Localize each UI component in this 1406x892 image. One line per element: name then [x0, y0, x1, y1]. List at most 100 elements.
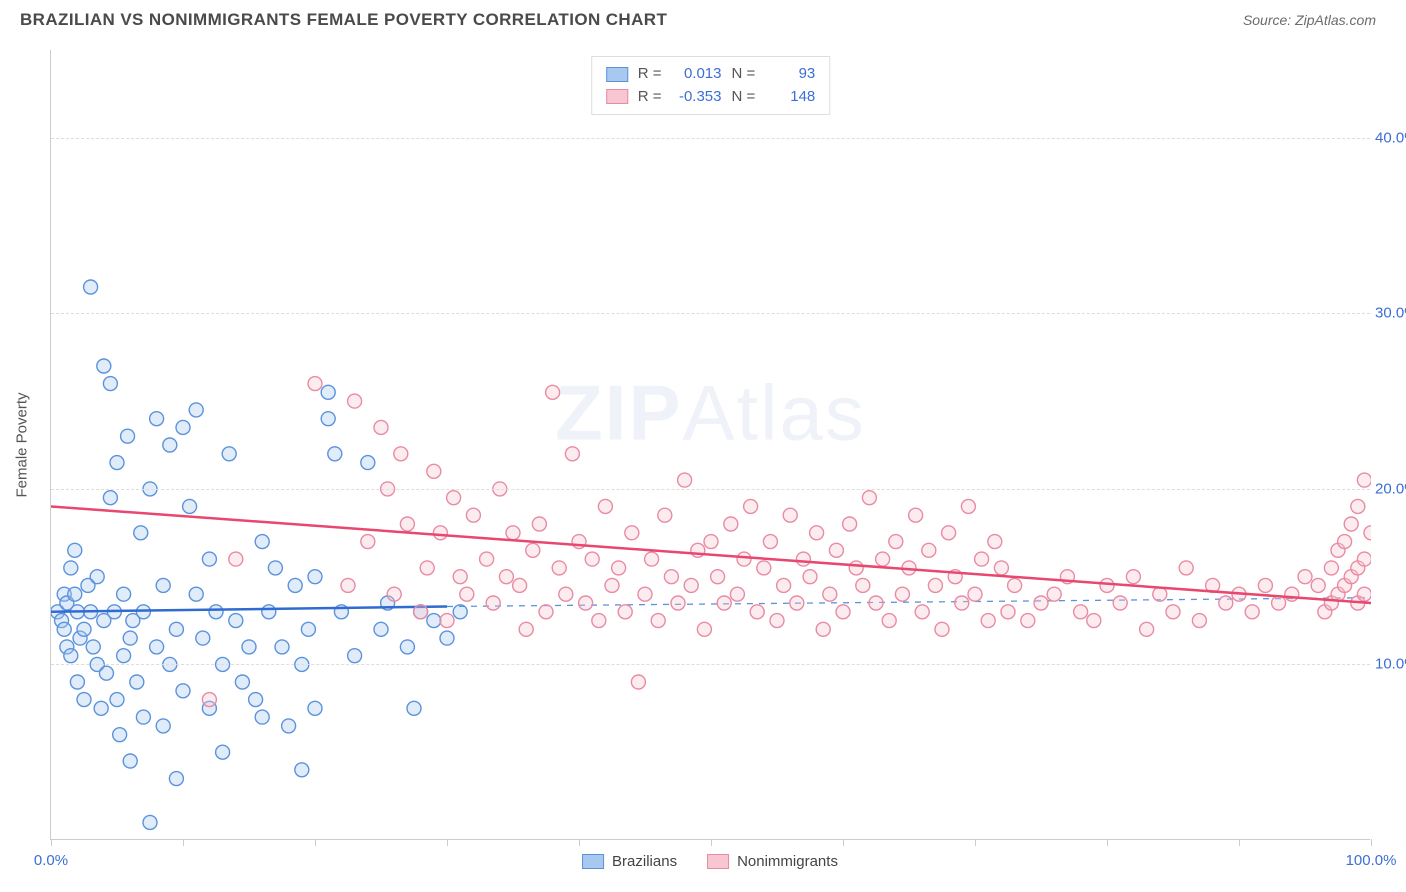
data-point — [196, 631, 210, 645]
data-point — [117, 649, 131, 663]
data-point — [99, 666, 113, 680]
data-point — [763, 535, 777, 549]
data-point — [546, 385, 560, 399]
data-point — [255, 710, 269, 724]
data-point — [440, 614, 454, 628]
data-point — [513, 578, 527, 592]
legend-row: R =-0.353N =148 — [606, 86, 816, 109]
n-value: 93 — [765, 63, 815, 86]
data-point — [150, 412, 164, 426]
data-point — [1364, 526, 1371, 540]
data-point — [645, 552, 659, 566]
legend-swatch — [606, 67, 628, 82]
data-point — [86, 640, 100, 654]
legend-swatch — [582, 854, 604, 869]
chart-area: Female Poverty ZIPAtlas R =0.013N =93R =… — [50, 50, 1370, 840]
data-point — [134, 526, 148, 540]
data-point — [1113, 596, 1127, 610]
data-point — [143, 815, 157, 829]
data-point — [447, 491, 461, 505]
data-point — [348, 649, 362, 663]
data-point — [97, 359, 111, 373]
data-point — [308, 570, 322, 584]
data-point — [869, 596, 883, 610]
data-point — [1357, 587, 1371, 601]
data-point — [638, 587, 652, 601]
legend-series: BraziliansNonimmigrants — [582, 853, 838, 870]
data-point — [625, 526, 639, 540]
data-point — [189, 587, 203, 601]
data-point — [176, 420, 190, 434]
data-point — [862, 491, 876, 505]
data-point — [440, 631, 454, 645]
data-point — [915, 605, 929, 619]
legend-swatch — [707, 854, 729, 869]
data-point — [803, 570, 817, 584]
data-point — [717, 596, 731, 610]
data-point — [216, 745, 230, 759]
data-point — [889, 535, 903, 549]
legend-label: Nonimmigrants — [737, 853, 838, 870]
data-point — [229, 552, 243, 566]
data-point — [1245, 605, 1259, 619]
data-point — [189, 403, 203, 417]
data-point — [598, 499, 612, 513]
data-point — [110, 693, 124, 707]
data-point — [1351, 499, 1365, 513]
data-point — [1021, 614, 1035, 628]
data-point — [433, 526, 447, 540]
data-point — [222, 447, 236, 461]
data-point — [288, 578, 302, 592]
gridline — [51, 138, 1370, 139]
x-tick-mark — [1107, 839, 1108, 846]
data-point — [499, 570, 513, 584]
data-point — [407, 701, 421, 715]
data-point — [400, 517, 414, 531]
data-point — [57, 622, 71, 636]
y-tick-label: 10.0% — [1375, 656, 1406, 673]
r-label: R = — [638, 63, 662, 86]
data-point — [64, 561, 78, 575]
data-point — [1087, 614, 1101, 628]
data-point — [631, 675, 645, 689]
data-point — [163, 438, 177, 452]
r-value: -0.353 — [672, 86, 722, 109]
data-point — [209, 605, 223, 619]
data-point — [968, 587, 982, 601]
data-point — [724, 517, 738, 531]
chart-title: BRAZILIAN VS NONIMMIGRANTS FEMALE POVERT… — [20, 10, 667, 30]
data-point — [711, 570, 725, 584]
data-point — [321, 412, 335, 426]
data-point — [90, 570, 104, 584]
data-point — [466, 508, 480, 522]
data-point — [876, 552, 890, 566]
data-point — [1140, 622, 1154, 636]
data-point — [308, 377, 322, 391]
data-point — [552, 561, 566, 575]
n-label: N = — [732, 63, 756, 86]
data-point — [1179, 561, 1193, 575]
data-point — [176, 684, 190, 698]
data-point — [981, 614, 995, 628]
data-point — [183, 499, 197, 513]
data-point — [121, 429, 135, 443]
x-tick-mark — [183, 839, 184, 846]
data-point — [664, 570, 678, 584]
data-point — [829, 543, 843, 557]
x-tick-mark — [975, 839, 976, 846]
data-point — [229, 614, 243, 628]
data-point — [169, 622, 183, 636]
data-point — [150, 640, 164, 654]
y-axis-label: Female Poverty — [14, 392, 31, 497]
x-tick-mark — [315, 839, 316, 846]
data-point — [836, 605, 850, 619]
x-tick-label: 0.0% — [34, 852, 68, 869]
data-point — [301, 622, 315, 636]
n-value: 148 — [765, 86, 815, 109]
data-point — [156, 719, 170, 733]
legend-row: R =0.013N =93 — [606, 63, 816, 86]
data-point — [113, 728, 127, 742]
data-point — [565, 447, 579, 461]
gridline — [51, 489, 1370, 490]
data-point — [592, 614, 606, 628]
